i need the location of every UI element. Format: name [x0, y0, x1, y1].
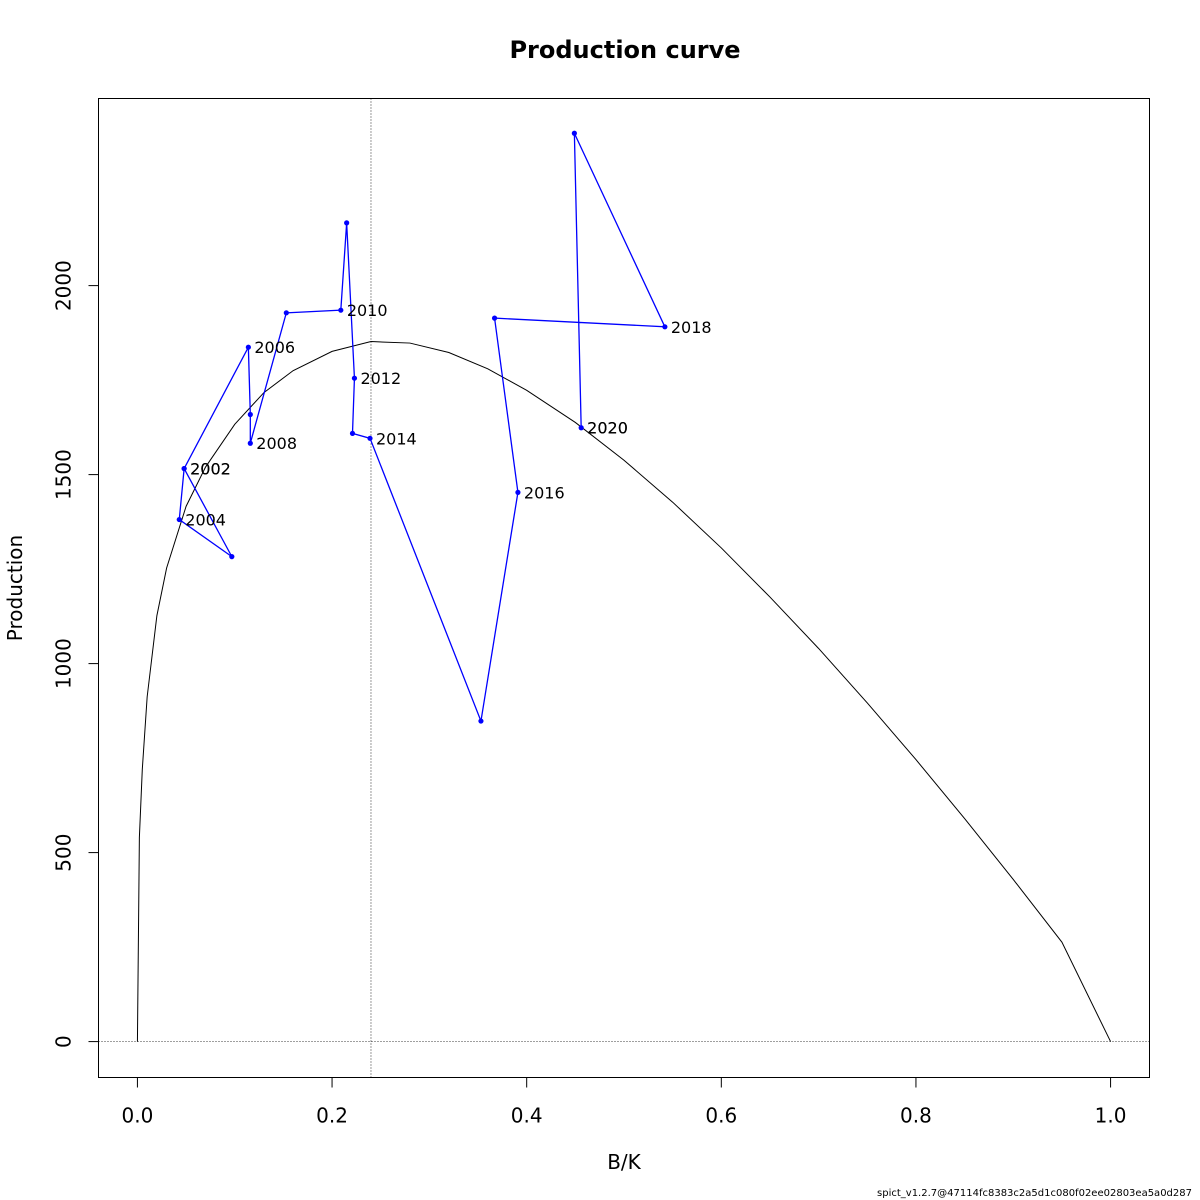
year-label: 2012: [360, 369, 401, 388]
x-tick-label: 0.8: [900, 1104, 932, 1128]
y-tick-label: 1000: [52, 638, 76, 689]
trajectory-point: [662, 324, 668, 330]
trajectory-point: [181, 465, 187, 472]
year-labels-layer: 2002200220042006200820102012201420162018…: [185, 301, 711, 529]
trajectory-point: [338, 307, 344, 313]
trajectory-point: [571, 130, 577, 136]
x-tick-label: 0.2: [316, 1104, 348, 1128]
trajectory-point: [283, 310, 289, 316]
trajectory-point: [491, 315, 498, 321]
y-tick-label: 2000: [52, 260, 76, 311]
x-tick-label: 1.0: [1095, 1104, 1127, 1128]
trajectory-point: [578, 425, 584, 431]
plot-frame: [98, 98, 1150, 1078]
year-label: 2020: [587, 419, 628, 438]
x-tick-label: 0.6: [705, 1104, 737, 1128]
trajectory-point: [351, 375, 358, 381]
trajectory-point: [478, 718, 484, 724]
y-axis-label: Production: [3, 535, 27, 641]
year-label: 2018: [671, 318, 712, 337]
trajectory-point: [515, 489, 521, 495]
year-label: 2008: [256, 434, 297, 453]
y-tick-label: 500: [52, 834, 76, 872]
x-axis-label: B/K: [607, 1150, 641, 1174]
y-tick-label: 0: [52, 1035, 76, 1048]
reference-lines: [98, 98, 1150, 1078]
series-layer: [176, 130, 668, 724]
year-label: 2020: [587, 419, 628, 438]
trajectory-point: [229, 554, 235, 560]
year-label: 2002: [190, 460, 231, 479]
x-axis: 0.0 0.2 0.4 0.6 0.8 1.0: [122, 1077, 1127, 1128]
x-tick-label: 0.0: [122, 1104, 154, 1128]
trajectory-point: [344, 220, 350, 226]
year-label: 2002: [190, 460, 231, 479]
chart-title: Production curve: [509, 36, 740, 64]
production-curve-line: [136, 341, 1112, 1042]
trajectory-point: [367, 435, 373, 441]
y-tick-label: 1500: [52, 449, 76, 500]
trajectory-point: [349, 430, 356, 437]
year-label: 2010: [347, 301, 388, 320]
year-label: 2014: [376, 429, 417, 448]
year-label: 2006: [254, 338, 295, 357]
footer-signature: spict_v1.2.7@47114fc8383c2a5d1c080f02ee0…: [877, 1188, 1192, 1199]
x-tick-label: 0.4: [511, 1104, 543, 1128]
y-axis: 0 500 1000 1500 2000: [52, 260, 99, 1048]
trajectory-point: [245, 344, 251, 350]
production-curve-layer: [136, 341, 1112, 1042]
trajectory-point: [247, 440, 253, 446]
trajectory-point: [247, 411, 253, 418]
year-label: 2016: [524, 483, 565, 502]
trajectory-point: [176, 516, 182, 523]
year-label: 2004: [185, 511, 226, 530]
